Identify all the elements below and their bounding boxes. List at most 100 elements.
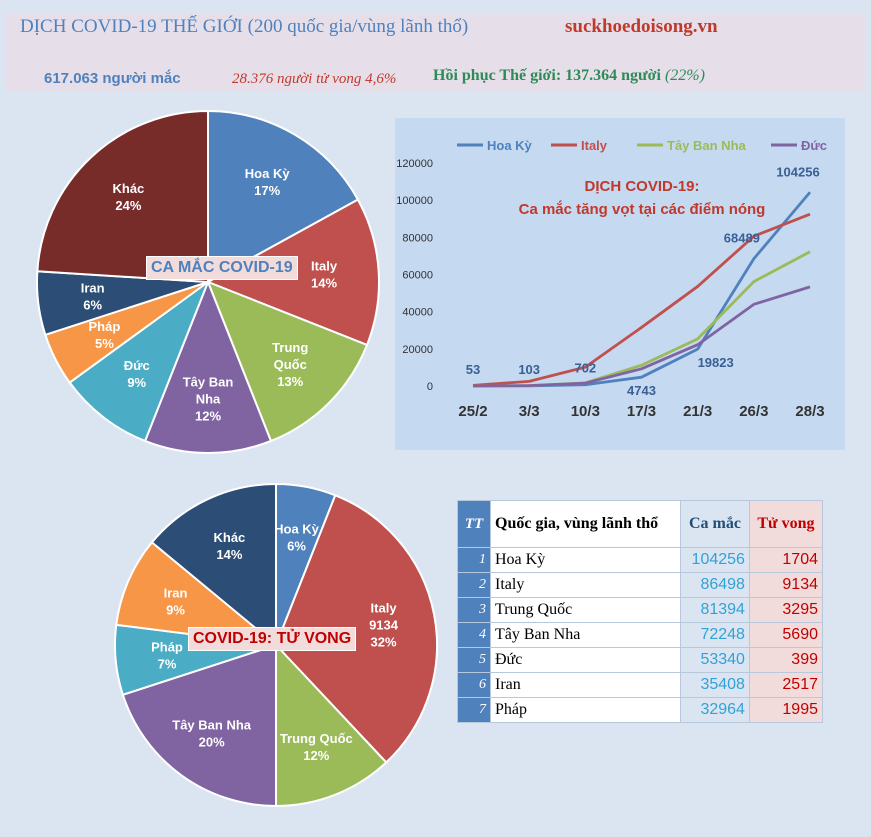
cases-pie-label-khac: Khác 24% <box>113 181 145 213</box>
table-header-row: TT Quốc gia, vùng lãnh thổ Ca mắc Tử von… <box>457 500 824 548</box>
col-header-cases: Ca mắc <box>680 500 750 548</box>
table-row: 5 Đức 53340 399 <box>457 647 824 673</box>
cases-value: 53340 <box>680 647 750 673</box>
x-tick-label: 3/3 <box>519 403 540 420</box>
data-label: 103 <box>518 362 540 377</box>
recovered-text: Hồi phục Thế giới: 137.364 người <box>433 67 661 84</box>
deaths-pie-slice-tay-ban-nha <box>121 643 277 808</box>
line-chart: 0 20000 40000 60000 80000 100000 120000 25/2 3/3… <box>396 138 827 420</box>
deaths-pie-slice-italy <box>274 494 438 764</box>
table-row: 1 Hoa Kỳ 104256 1704 <box>457 547 824 573</box>
cases-value: 72248 <box>680 622 750 648</box>
legend-label-hoa-ky: Hoa Kỳ <box>487 138 533 153</box>
total-recovered: Hồi phục Thế giới: 137.364 người (22%) <box>433 67 705 85</box>
deaths-pie-slice-khac <box>150 482 277 648</box>
cases-pie-label-italy: Italy 14% <box>311 259 338 291</box>
cases-pie-slice-duc <box>68 279 211 443</box>
row-index: 3 <box>457 597 491 623</box>
series-line-duc <box>472 285 811 388</box>
data-label: 19823 <box>698 355 734 370</box>
deaths-pie-label-trung-quoc: Trung Quốc 12% <box>280 731 353 763</box>
deaths-value: 2517 <box>748 672 824 698</box>
cases-value: 35408 <box>680 672 750 698</box>
cases-pie-label-phap: Pháp 5% <box>88 319 120 351</box>
deaths-pie-label-khac: Khác 14% <box>213 530 245 562</box>
site-name[interactable]: suckhoedoisong.vn <box>565 16 718 37</box>
table-row: 3 Trung Quốc 81394 3295 <box>457 597 824 623</box>
deaths-value: 1704 <box>748 547 824 573</box>
y-tick-label: 80000 <box>402 232 433 244</box>
table-row: 4 Tây Ban Nha 72248 5690 <box>457 622 824 648</box>
cases-value: 104256 <box>680 547 750 573</box>
series-line-hoa-ky <box>472 191 812 388</box>
deaths-value: 399 <box>748 647 824 673</box>
col-header-country: Quốc gia, vùng lãnh thổ <box>489 500 682 548</box>
line-chart-title: DỊCH COVID-19: <box>584 178 699 195</box>
row-index: 2 <box>457 572 491 598</box>
row-index: 4 <box>457 622 491 648</box>
cases-pie-title: CA MẮC COVID-19 <box>146 256 298 280</box>
cases-pie-slice-hoa-ky <box>207 109 360 284</box>
total-deaths: 28.376 người tử vong 4,6% <box>232 71 397 87</box>
cases-value: 86498 <box>680 572 750 598</box>
cases-pie-slice-trung <box>206 280 369 443</box>
row-index: 7 <box>457 697 491 723</box>
deaths-pie-label-italy: Italy 9134 32% <box>369 600 399 649</box>
y-tick-label: 120000 <box>396 158 433 170</box>
y-tick-label: 20000 <box>402 344 433 356</box>
recovered-pct: (22%) <box>664 67 705 84</box>
series-line-italy <box>472 212 811 387</box>
col-header-tt: TT <box>457 500 491 548</box>
deaths-pie-label-tay-ban-nha: Tây Ban Nha 20% <box>172 718 252 750</box>
line-chart-subtitle: Ca mắc tăng vọt tại các điểm nóng <box>519 200 766 218</box>
country-name: Đức <box>489 647 682 673</box>
header-banner <box>6 14 866 92</box>
country-name: Tây Ban Nha <box>489 622 682 648</box>
y-tick-label: 40000 <box>402 307 433 319</box>
legend-label-duc: Đức <box>801 138 827 153</box>
cases-value: 81394 <box>680 597 750 623</box>
cases-pie-slice-tay-ban <box>143 279 273 454</box>
x-tick-label: 10/3 <box>571 403 600 420</box>
row-index: 6 <box>457 672 491 698</box>
data-label: 104256 <box>776 164 819 179</box>
y-tick-label: 60000 <box>402 270 433 282</box>
x-tick-label: 17/3 <box>627 403 656 420</box>
legend-label-italy: Italy <box>581 138 608 153</box>
country-name: Hoa Kỳ <box>489 547 682 573</box>
deaths-pie-label-iran: Iran 9% <box>164 586 188 618</box>
deaths-pie-title: COVID-19: TỬ VONG <box>188 627 357 651</box>
row-index: 1 <box>457 547 491 573</box>
table-row: 2 Italy 86498 9134 <box>457 572 824 598</box>
country-name: Iran <box>489 672 682 698</box>
deaths-pie-label-hoa-ky: Hoa Kỳ 6% <box>274 521 320 553</box>
x-tick-label: 28/3 <box>795 403 824 420</box>
row-index: 5 <box>457 647 491 673</box>
deaths-pie-label-phap: Pháp 7% <box>151 639 183 671</box>
deaths-value: 1995 <box>748 697 824 723</box>
cases-value: 32964 <box>680 697 750 723</box>
table-row: 6 Iran 35408 2517 <box>457 672 824 698</box>
data-label: 68489 <box>724 231 760 246</box>
x-tick-label: 21/3 <box>683 403 712 420</box>
country-name: Pháp <box>489 697 682 723</box>
deaths-pie-chart: Hoa Kỳ 6% Italy 9134 32% Trung Quốc 12% Tây Ban… <box>114 482 438 808</box>
country-name: Trung Quốc <box>489 597 682 623</box>
deaths-pie-slice-iran <box>115 540 280 647</box>
country-table: TT Quốc gia, vùng lãnh thổ Ca mắc Tử von… <box>457 500 824 723</box>
data-label: 4743 <box>627 383 656 398</box>
cases-pie-label-duc: Đức 9% <box>124 358 150 390</box>
page-title: DỊCH COVID-19 THẾ GIỚI (200 quốc gia/vùn… <box>20 16 469 37</box>
cases-pie-label-hoa-ky: Hoa Kỳ 17% <box>245 166 291 198</box>
deaths-value: 3295 <box>748 597 824 623</box>
country-name: Italy <box>489 572 682 598</box>
line-chart-panel: 0 20000 40000 60000 80000 100000 120000 25/2 3/3… <box>395 118 845 450</box>
data-label: 702 <box>574 361 596 376</box>
col-header-deaths: Tử vong <box>748 500 824 548</box>
total-cases: 617.063 người mắc <box>44 70 181 87</box>
data-label: 53 <box>466 362 480 377</box>
cases-pie-slice-khac <box>36 109 209 284</box>
table-row: 7 Pháp 32964 1995 <box>457 697 824 723</box>
deaths-value: 5690 <box>748 622 824 648</box>
y-tick-label: 0 <box>427 381 433 393</box>
